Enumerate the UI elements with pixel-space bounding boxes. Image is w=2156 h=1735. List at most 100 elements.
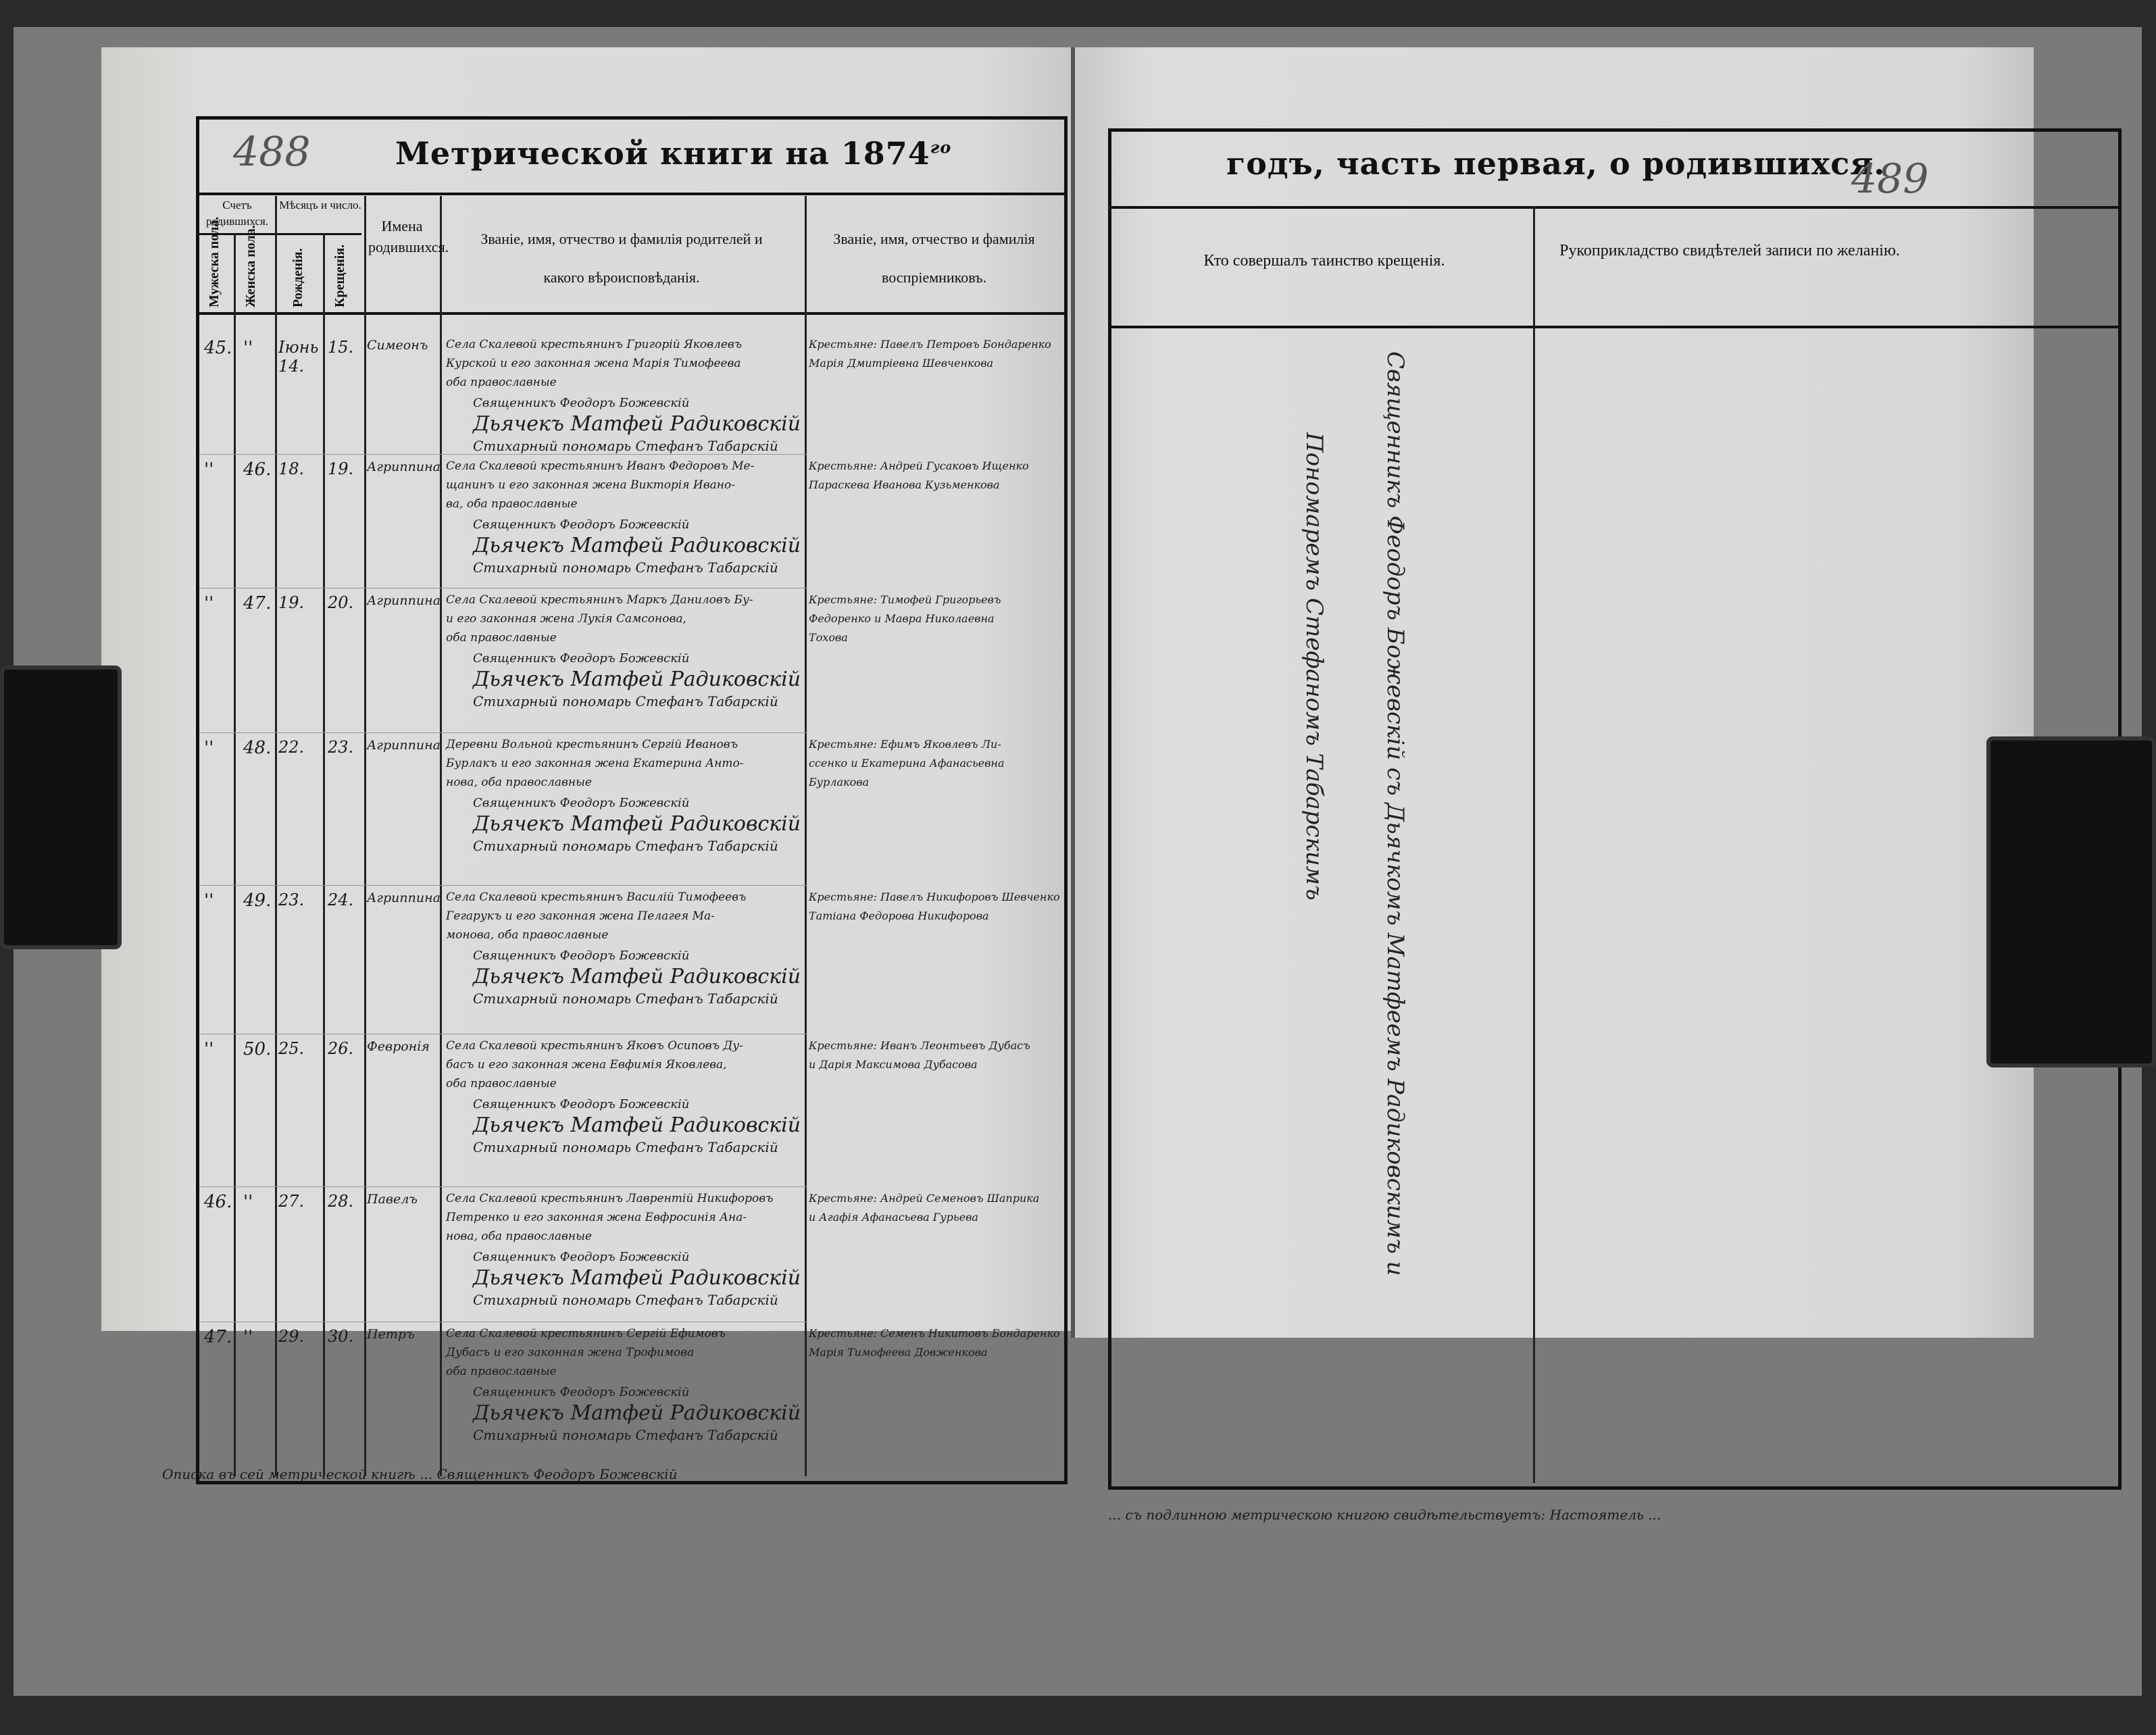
entry-godparents-line: Татіана Федорова Никифорова — [809, 909, 989, 922]
divider — [440, 196, 442, 1476]
entry-priest-signature: Священникъ Феодоръ Божевскій — [473, 796, 690, 810]
entry-parents-line: оба православные — [446, 631, 557, 645]
entry-godparents-line: Параскева Иванова Кузьменкова — [809, 478, 1000, 491]
entry-parents-line: ва, оба православные — [446, 497, 578, 511]
entry-male-count: '' — [204, 890, 214, 911]
divider — [1108, 326, 2118, 328]
entry-godparents-line: Федоренко и Мавра Николаевна — [809, 612, 995, 625]
header-godparents: Званіе, имя, отчество и фамилія воспріем… — [833, 230, 1035, 286]
header-witnesses: Рукоприкладство свидѣтелей записи по жел… — [1559, 242, 1900, 259]
entry-godparents-line: Бурлакова — [809, 776, 870, 788]
entry-sexton-signature: Стихарный пономарь Стефанъ Табарскій — [473, 559, 778, 576]
entry-parents-line: Деревни Вольной крестьянинъ Сергій Ивано… — [446, 738, 738, 751]
entry-child-name: Агриппина — [367, 890, 441, 905]
footnote-right: ... съ подлинною метрическою книгою свид… — [1108, 1507, 1661, 1523]
divider — [323, 233, 325, 1476]
entry-male-count: 46. — [204, 1192, 232, 1212]
entry-parents-line: Дубасъ и его законная жена Трофимова — [446, 1346, 695, 1359]
header-birth: Рожденія. — [291, 248, 305, 307]
entry-godparents-line: Крестьяне: Павелъ Никифоровъ Шевченко — [809, 890, 1060, 903]
entry-godparents-line: и Дарія Максимова Дубасова — [809, 1058, 978, 1071]
entry-male-count: '' — [204, 738, 214, 758]
entry-parents-line: Села Скалевой крестьянинъ Лаврентій Ники… — [446, 1192, 774, 1205]
divider — [196, 193, 1064, 195]
entry-godparents-line: Марія Тимофеева Довженкова — [809, 1346, 988, 1359]
entry-parents-line: монова, оба православные — [446, 928, 609, 942]
entry-deacon-signature: Дьячекъ Матфей Радиковскій — [473, 668, 801, 691]
entry-godparents-line: Крестьяне: Павелъ Петровъ Бондаренко — [809, 338, 1051, 351]
entry-sexton-signature: Стихарный пономарь Стефанъ Табарскій — [473, 838, 778, 854]
entry-male-count: 47. — [204, 1327, 232, 1347]
entry-parents-line: Курской и его законная жена Марія Тимофе… — [446, 357, 741, 370]
entry-deacon-signature: Дьячекъ Матфей Радиковскій — [473, 1401, 801, 1425]
header-names: Имена родившихся. — [368, 218, 449, 255]
row-divider — [199, 885, 807, 886]
entry-parents-line: Петренко и его законная жена Евфросинія … — [446, 1211, 747, 1224]
entry-female-count: '' — [243, 338, 253, 358]
entry-sexton-signature: Стихарный пономарь Стефанъ Табарскій — [473, 990, 778, 1007]
entry-priest-signature: Священникъ Феодоръ Божевскій — [473, 1097, 690, 1111]
entry-priest-signature: Священникъ Феодоръ Божевскій — [473, 518, 690, 532]
entry-baptism-date: 28. — [328, 1192, 354, 1211]
book-clasp-right — [1986, 736, 2156, 1067]
entry-parents-line: Села Скалевой крестьянинъ Василій Тимофе… — [446, 890, 747, 904]
entry-godparents-line: Крестьяне: Андрей Гусаковъ Ищенко — [809, 459, 1029, 472]
header-female: Женска пола. — [243, 225, 258, 307]
entry-parents-line: щанинъ и его законная жена Викторія Иван… — [446, 478, 735, 492]
entry-birth-date: 19. — [278, 593, 305, 612]
divider — [234, 233, 236, 1476]
entry-female-count: 50. — [243, 1039, 272, 1059]
entry-birth-date: 27. — [278, 1192, 305, 1211]
entry-deacon-signature: Дьячекъ Матфей Радиковскій — [473, 965, 801, 988]
entry-parents-line: Гегарукъ и его законная жена Пелагея Ма- — [446, 909, 715, 923]
entry-male-count: '' — [204, 459, 214, 480]
header-count: Счетъ родившихся. — [205, 199, 269, 228]
entry-priest-signature: Священникъ Феодоръ Божевскій — [473, 1250, 690, 1264]
entry-deacon-signature: Дьячекъ Матфей Радиковскій — [473, 1113, 801, 1137]
entry-birth-date: 29. — [278, 1327, 305, 1346]
entry-child-name: Февронія — [367, 1039, 430, 1054]
entry-female-count: '' — [243, 1192, 253, 1212]
entry-child-name: Петръ — [367, 1327, 415, 1342]
entry-godparents-line: Крестьяне: Иванъ Леонтьевъ Дубасъ — [809, 1039, 1030, 1052]
divider — [199, 233, 361, 235]
entry-priest-signature: Священникъ Феодоръ Божевскій — [473, 651, 690, 665]
right-page — [1074, 47, 2034, 1338]
entry-female-count: 47. — [243, 593, 272, 613]
book-clasp-left — [0, 665, 122, 949]
entry-parents-line: Села Скалевой крестьянинъ Григорій Яковл… — [446, 338, 743, 351]
entry-godparents-line: Крестьяне: Семенъ Никитовъ Бондаренко — [809, 1327, 1060, 1340]
header-baptism: Крещенія. — [332, 244, 347, 307]
entry-parents-line: и его законная жена Лукія Самсонова, — [446, 612, 686, 626]
entry-child-name: Агриппина — [367, 593, 441, 608]
entry-female-count: 49. — [243, 890, 272, 911]
entry-parents-line: Села Скалевой крестьянинъ Яковъ Осиповъ … — [446, 1039, 743, 1053]
header-male: Мужеска пола. — [207, 216, 222, 307]
entry-male-count: '' — [204, 593, 214, 613]
entry-godparents-line: Тохова — [809, 631, 848, 644]
entry-sexton-signature: Стихарный пономарь Стефанъ Табарскій — [473, 1427, 778, 1443]
entry-male-count: 45. — [204, 338, 232, 358]
divider — [1533, 206, 1535, 1483]
year-suffix: го — [930, 137, 952, 157]
entry-parents-line: Села Скалевой крестьянинъ Маркъ Даниловъ… — [446, 593, 753, 607]
left-table-frame — [196, 116, 1068, 1484]
entry-godparents-line: Марія Дмитріевна Шевченкова — [809, 357, 994, 370]
entry-priest-signature: Священникъ Феодоръ Божевскій — [473, 396, 690, 410]
entry-sexton-signature: Стихарный пономарь Стефанъ Табарскій — [473, 1139, 778, 1155]
footnote-left: Описка въ сей метрической книгѣ ... Свящ… — [162, 1466, 678, 1482]
row-divider — [199, 1186, 807, 1187]
right-table-frame — [1108, 128, 2122, 1490]
divider — [196, 312, 1064, 315]
entry-sexton-signature: Стихарный пономарь Стефанъ Табарскій — [473, 1292, 778, 1308]
entry-priest-signature: Священникъ Феодоръ Божевскій — [473, 949, 690, 963]
header-date: Мѣсяцъ и число. — [279, 199, 361, 211]
entry-baptism-date: 15. — [328, 338, 354, 357]
divider — [275, 196, 277, 1476]
entry-birth-date: 18. — [278, 459, 305, 478]
entry-baptism-date: 30. — [328, 1327, 354, 1346]
page-number-left: 488 — [233, 128, 311, 176]
entry-godparents-line: Крестьяне: Андрей Семеновъ Шаприка — [809, 1192, 1040, 1205]
entry-female-count: 46. — [243, 459, 272, 480]
entry-deacon-signature: Дьячекъ Матфей Радиковскій — [473, 1266, 801, 1290]
